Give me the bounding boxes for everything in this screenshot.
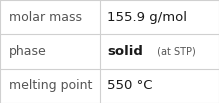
Text: solid: solid (107, 45, 143, 58)
Text: (at STP): (at STP) (154, 46, 195, 57)
Text: 155.9 g/mol: 155.9 g/mol (107, 11, 187, 24)
Text: phase: phase (9, 45, 46, 58)
Text: melting point: melting point (9, 79, 92, 92)
Text: molar mass: molar mass (9, 11, 82, 24)
Text: 550 °C: 550 °C (107, 79, 153, 92)
